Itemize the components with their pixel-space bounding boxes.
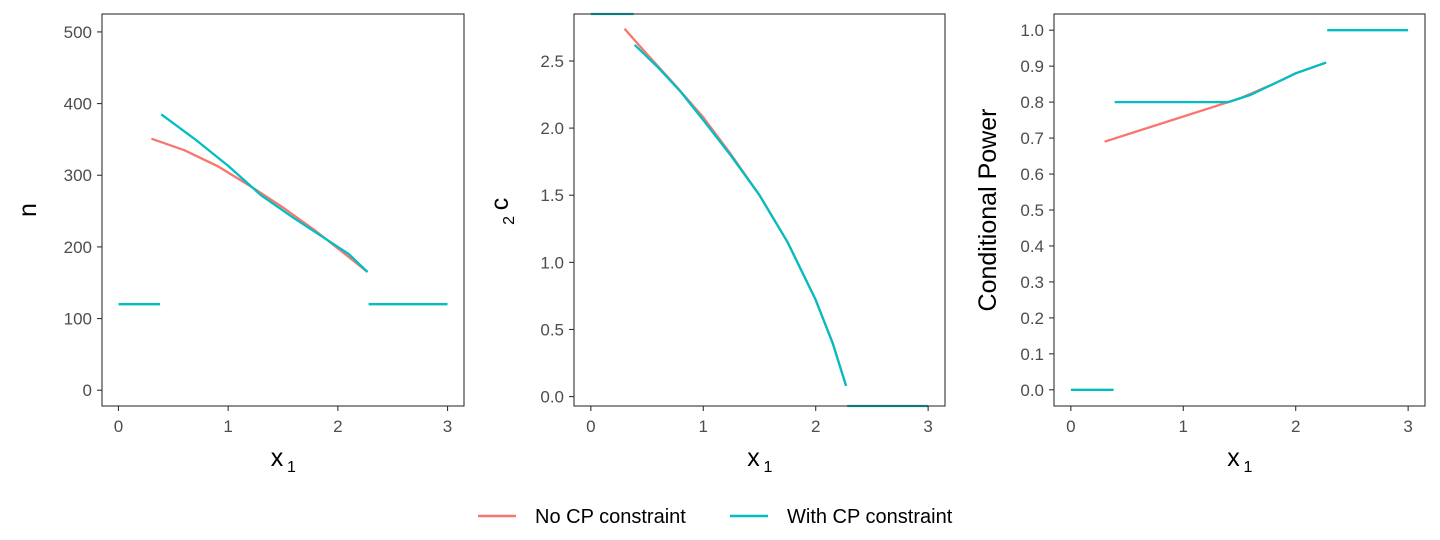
y-tick-label: 0.4 [1020,237,1044,256]
panel-border [101,13,465,407]
y-tick-label: 0.1 [1020,345,1044,364]
legend: No CP constraint With CP constraint [478,506,953,528]
y-tick-label: 300 [64,166,92,185]
y-tick-label: 0.5 [1020,201,1044,220]
y-tick-label: 0 [83,381,92,400]
series-line-no-cp-segment-1 [151,137,369,273]
x-axis-title: x [747,444,760,472]
y-tick-label: 0.8 [1020,93,1044,112]
panel-2: 0 1 2 30.00.51.01.52.02.5x 1c2 [486,12,946,476]
x-axis-title: x [1227,444,1240,472]
y-tick-label: 0.6 [1020,165,1044,184]
x-axis-title-subscript: 1 [287,459,296,476]
series-line-no-cp-segment-1 [623,28,848,387]
x-axis-title-subscript: 1 [764,459,773,476]
legend-label-no-cp: No CP constraint [535,506,686,528]
x-tick-label: 0 [1066,417,1075,436]
y-tick-label: 2.0 [540,119,564,138]
y-tick-label: 0.3 [1020,273,1044,292]
x-tick-label: 2 [811,417,820,436]
panel-3: 0 1 2 30.00.10.20.30.40.50.60.70.80.91.0x 1C… [974,13,1426,476]
y-tick-label: 0.5 [540,320,564,339]
y-tick-label: 1.0 [540,253,564,272]
series-line-with-cp-segment-2 [633,44,848,387]
y-tick-label: 0.2 [1020,309,1044,328]
x-axis-title-subscript: 1 [1244,459,1253,476]
y-axis-title-subscript: 2 [501,216,518,225]
y-tick-label: 2.5 [540,52,564,71]
x-tick-label: 3 [1403,417,1412,436]
x-tick-label: 1 [223,417,232,436]
y-axis-title: Conditional Power [974,109,1002,312]
x-axis-title: x [271,444,284,472]
y-tick-label: 0.0 [540,388,564,407]
x-tick-label: 3 [443,417,452,436]
series-line-with-cp-segment-2 [160,113,369,273]
y-tick-label: 400 [64,95,92,114]
y-tick-label: 0.0 [1020,381,1044,400]
y-tick-label: 200 [64,238,92,257]
y-tick-label: 500 [64,23,92,42]
y-axis-title: n [14,203,42,217]
x-tick-label: 2 [1291,417,1300,436]
series-line-with-cp-segment-2 [1114,61,1327,104]
x-tick-label: 1 [1179,417,1188,436]
y-tick-label: 0.7 [1020,129,1044,148]
x-tick-label: 2 [333,417,342,436]
x-tick-label: 0 [586,417,595,436]
y-tick-label: 1.5 [540,186,564,205]
panel-border [1053,13,1426,407]
y-axis-title: c [486,198,514,211]
x-tick-label: 0 [114,417,123,436]
x-tick-label: 3 [923,417,932,436]
legend-label-with-cp: With CP constraint [787,506,953,528]
panel-border [573,13,946,407]
x-tick-label: 1 [699,417,708,436]
y-tick-label: 1.0 [1020,21,1044,40]
y-tick-label: 0.9 [1020,57,1044,76]
y-tick-label: 100 [64,310,92,329]
